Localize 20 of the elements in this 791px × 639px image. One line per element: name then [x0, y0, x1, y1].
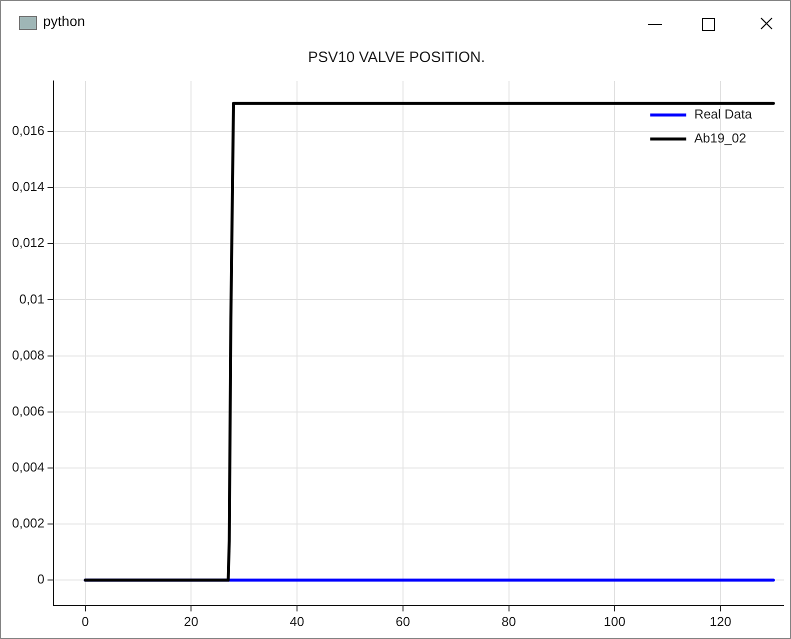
y-tick-label: 0,016 — [12, 123, 45, 138]
chart-title: PSV10 VALVE POSITION. — [308, 49, 486, 66]
text: python — [43, 13, 86, 29]
y-tick-label: 0,012 — [12, 235, 45, 250]
x-tick-label: 60 — [396, 614, 410, 629]
y-tick-label: 0,006 — [12, 403, 45, 418]
y-tick-label: 0,004 — [12, 460, 45, 475]
legend-label: Real Data — [694, 106, 753, 122]
y-tick-label: 0,008 — [12, 347, 45, 362]
y-tick-label: 0 — [37, 572, 45, 587]
x-tick-label: 100 — [604, 614, 626, 629]
x-tick-label: 0 — [82, 614, 89, 629]
legend-label: Ab19_02 — [694, 130, 746, 146]
y-tick-label: 0,014 — [12, 179, 45, 194]
x-tick-label: 80 — [502, 614, 516, 629]
y-tick-label: 0,002 — [12, 516, 45, 531]
y-tick-label: 0,01 — [19, 291, 45, 306]
x-tick-label: 120 — [710, 614, 732, 629]
x-tick-label: 20 — [184, 614, 198, 629]
x-tick-label: 40 — [290, 614, 304, 629]
